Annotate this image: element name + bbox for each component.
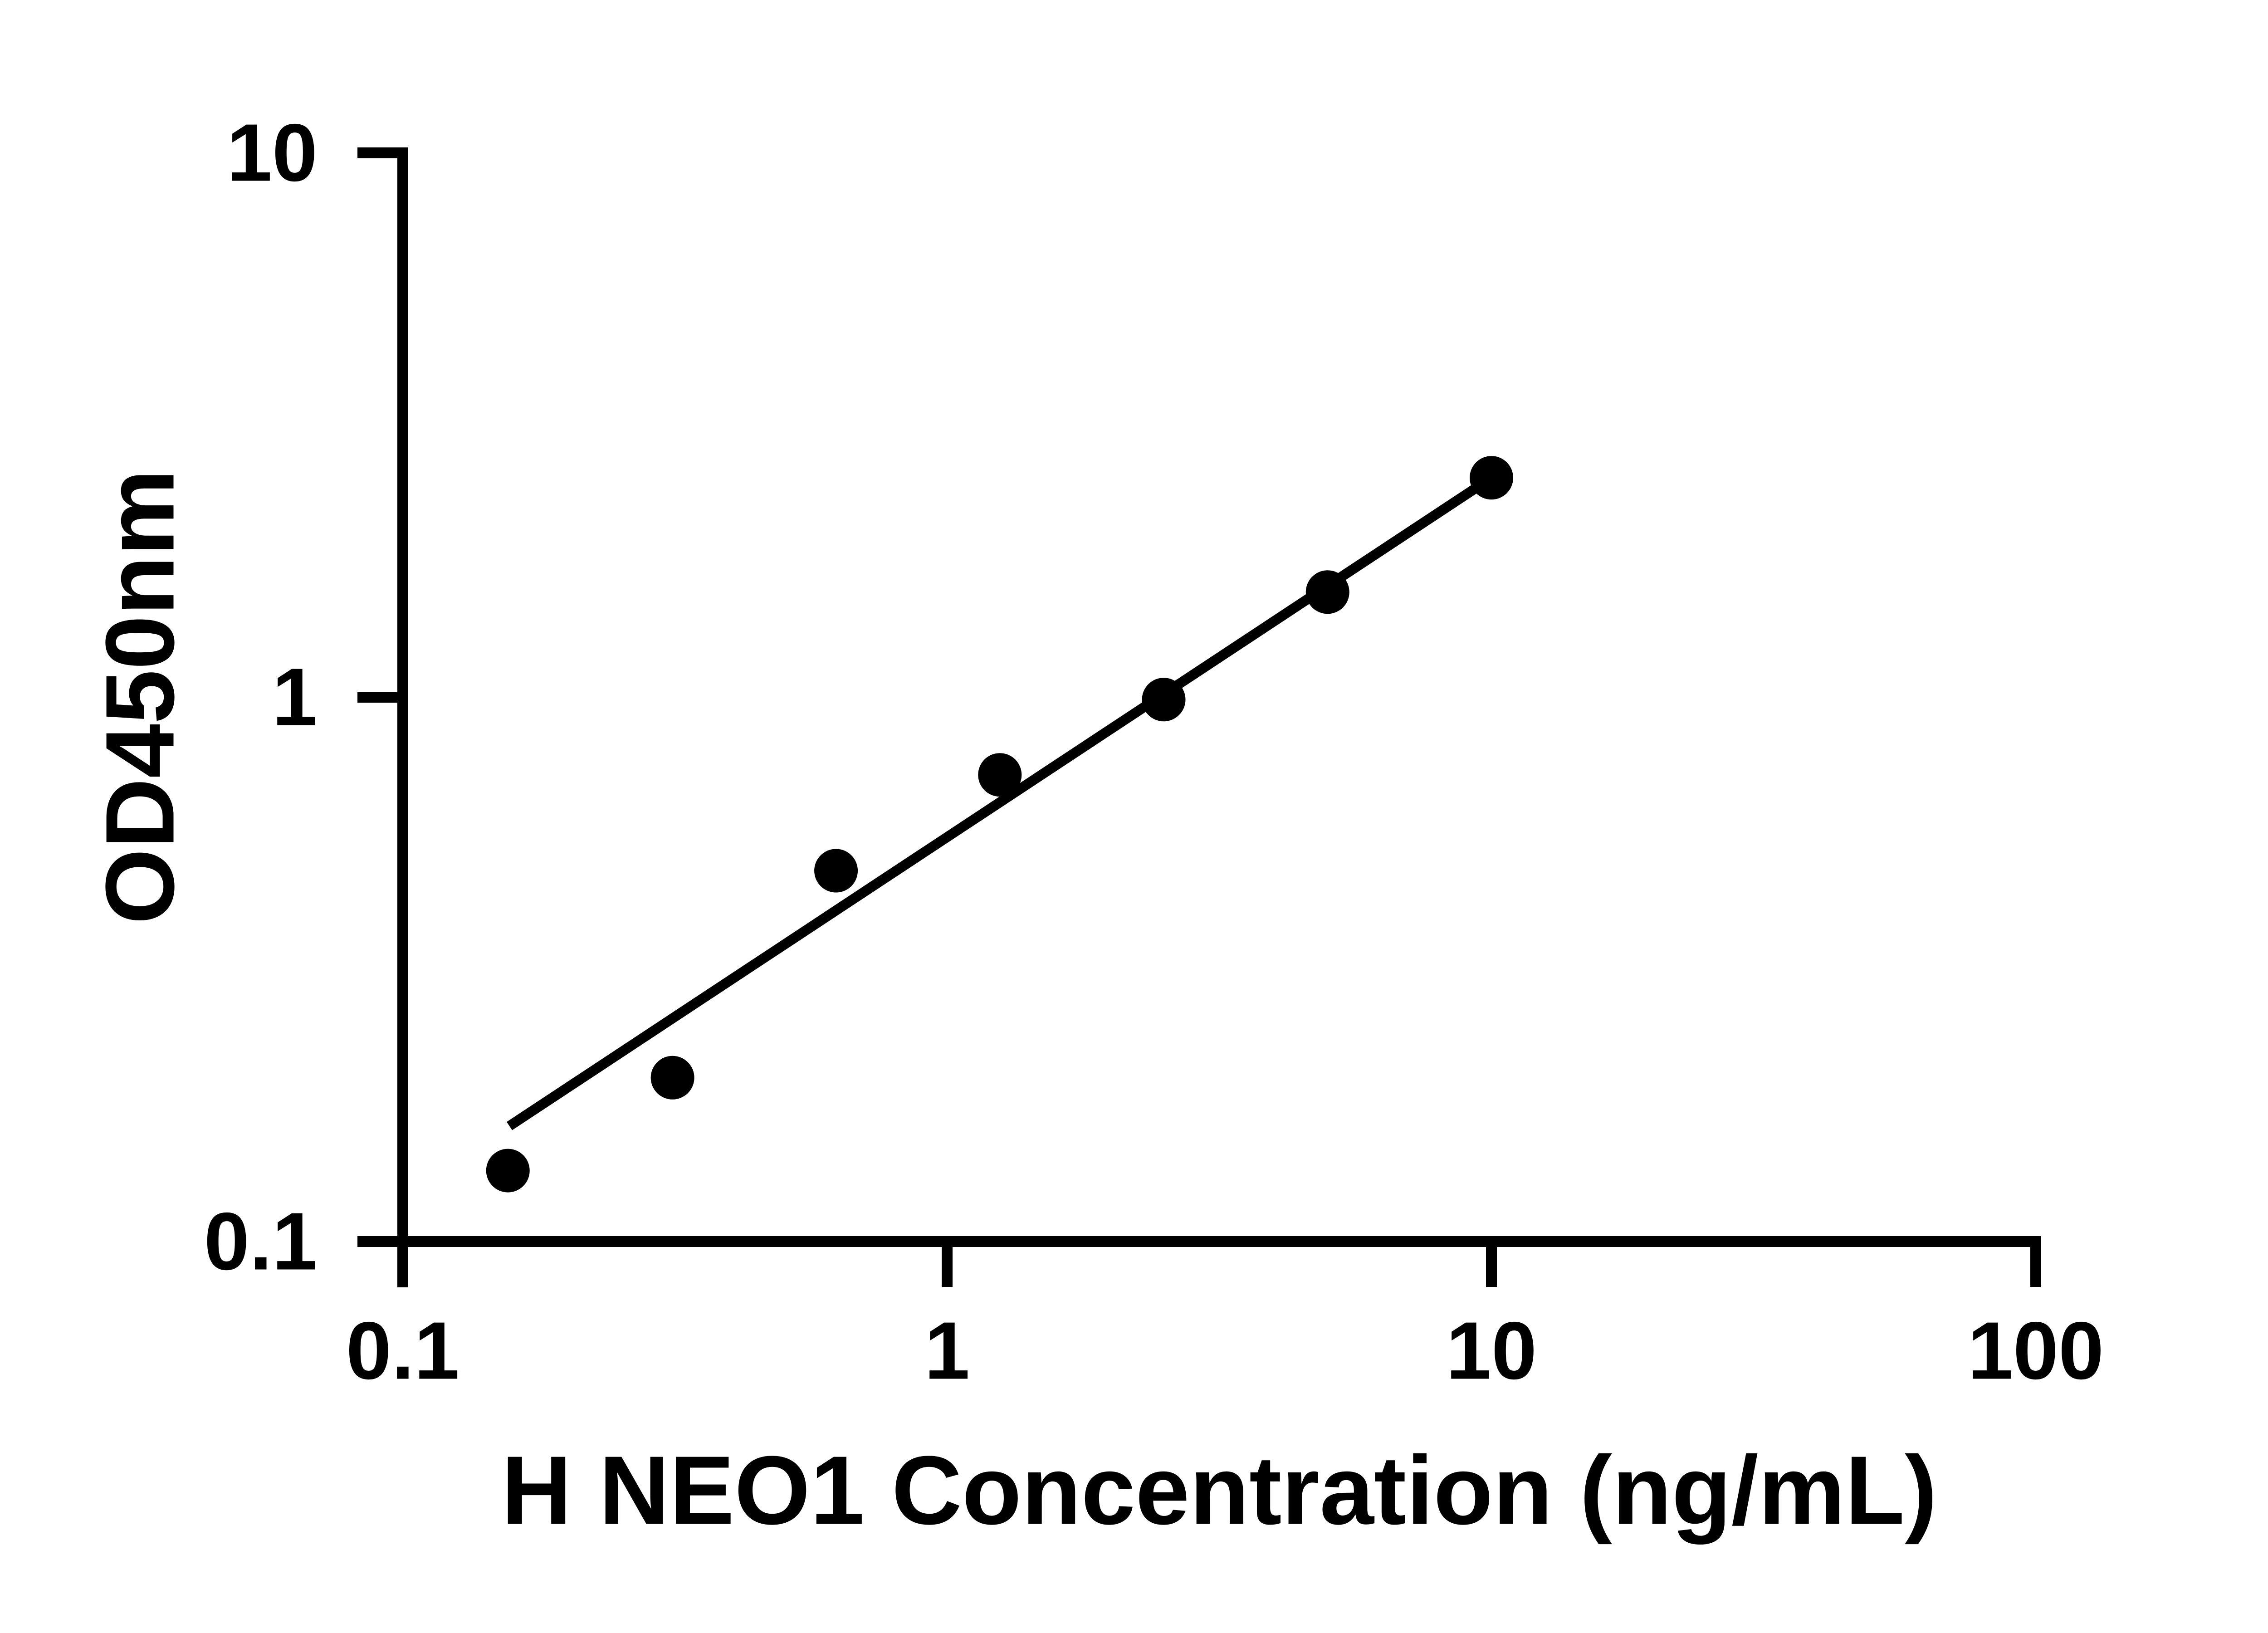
data-point xyxy=(814,849,858,893)
y-axis-title: OD450nm xyxy=(85,469,195,924)
y-tick-label: 1 xyxy=(272,652,318,743)
x-tick-label: 10 xyxy=(1446,1305,1537,1397)
data-point xyxy=(486,1149,530,1193)
x-tick-label: 100 xyxy=(1968,1305,2104,1397)
x-axis-title: H NEO1 Concentration (ng/mL) xyxy=(501,1436,1937,1545)
data-point xyxy=(978,753,1022,797)
axes-layer xyxy=(357,147,2041,1287)
x-tick-label: 0.1 xyxy=(346,1305,459,1397)
x-tick-label: 1 xyxy=(924,1305,970,1397)
data-point xyxy=(650,1056,694,1100)
y-tick-label: 10 xyxy=(227,108,318,199)
y-tick-label: 0.1 xyxy=(204,1196,318,1287)
series-layer xyxy=(486,456,1513,1193)
trend-line xyxy=(507,474,1495,1130)
tick-label-layer: 0.1 1 10 0.1 1 10 100 xyxy=(204,108,2104,1397)
